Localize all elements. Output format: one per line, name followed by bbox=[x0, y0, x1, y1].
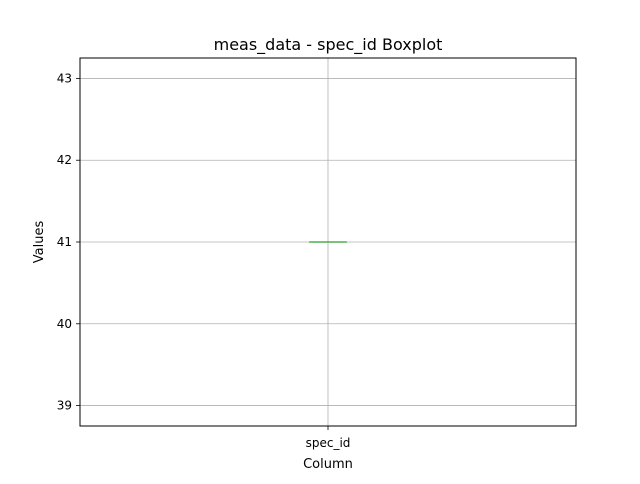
y-tick-label: 41 bbox=[57, 235, 72, 249]
axis-ticks: 39 40 41 42 43 spec_id bbox=[57, 71, 351, 450]
y-tick-label: 39 bbox=[57, 399, 72, 413]
x-tick-label: spec_id bbox=[306, 436, 351, 450]
y-tick-label: 42 bbox=[57, 153, 72, 167]
y-axis-label: Values bbox=[32, 221, 47, 264]
y-tick-label: 43 bbox=[57, 71, 72, 85]
y-tick-label: 40 bbox=[57, 317, 72, 331]
x-axis-label: Column bbox=[303, 457, 353, 472]
chart-title: meas_data - spec_id Boxplot bbox=[214, 35, 443, 55]
